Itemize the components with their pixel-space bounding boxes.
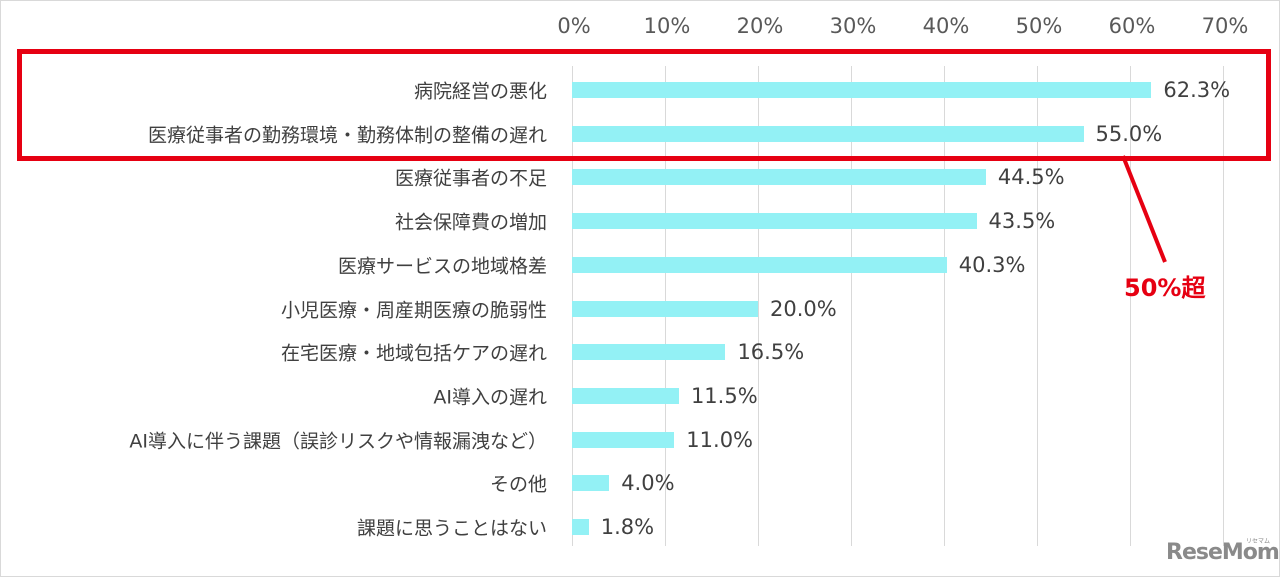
value-label: 55.0% — [1095, 121, 1163, 146]
category-label: 課題に思うことはない — [356, 517, 547, 540]
value-label: 11.5% — [690, 383, 758, 408]
x-tick-label: 0% — [557, 14, 591, 38]
category-label: 医療従事者の勤務環境・勤務体制の整備の遅れ — [147, 124, 547, 147]
x-tick-label: 10% — [643, 14, 691, 38]
x-tick-label: 50% — [1015, 14, 1063, 38]
x-tick-label: 70% — [1201, 14, 1249, 38]
resemom-logo: ReseMom — [1166, 540, 1280, 565]
category-label: 医療従事者の不足 — [394, 167, 547, 190]
x-tick-label: 40% — [922, 14, 970, 38]
value-label: 20.0% — [770, 296, 837, 321]
value-label: 11.0% — [686, 427, 754, 452]
category-label: 社会保障費の増加 — [394, 211, 547, 234]
value-label: 40.3% — [958, 252, 1026, 277]
gridline — [851, 66, 852, 546]
category-label: 病院経営の悪化 — [413, 80, 547, 103]
x-tick-label: 30% — [829, 14, 877, 38]
category-label: AI導入の遅れ — [433, 386, 547, 409]
category-label: 在宅医療・地域包括ケアの遅れ — [280, 342, 547, 365]
value-label: 62.3% — [1163, 78, 1231, 102]
bar — [572, 82, 1152, 98]
bar — [572, 125, 1084, 142]
value-label: 43.5% — [988, 209, 1056, 234]
gridline — [1037, 66, 1038, 546]
category-label: 医療サービスの地域格差 — [337, 255, 547, 278]
bar — [572, 256, 947, 273]
value-label: 44.5% — [997, 165, 1065, 190]
bar — [572, 344, 726, 361]
gridline — [1130, 66, 1131, 546]
bar — [572, 431, 675, 448]
bar — [572, 169, 986, 186]
value-label: 16.5% — [737, 340, 805, 365]
bar — [572, 475, 610, 492]
gridline — [944, 66, 945, 546]
bar — [572, 387, 679, 404]
bar — [572, 519, 589, 535]
bar — [572, 213, 977, 230]
gridline — [758, 66, 759, 546]
callout-label: 50%超 — [1124, 274, 1206, 302]
category-label: AI導入に伴う課題（誤診リスクや情報漏洩など） — [129, 430, 547, 453]
category-label: その他 — [489, 473, 547, 496]
gridline — [1223, 66, 1224, 546]
category-label: 小児医療・周産期医療の脆弱性 — [280, 299, 547, 321]
bar — [572, 300, 758, 317]
value-label: 1.8% — [600, 515, 655, 539]
value-label: 4.0% — [621, 471, 675, 496]
x-tick-label: 60% — [1108, 14, 1156, 38]
resemom-logo-sub: リセマム — [1246, 538, 1271, 545]
highlight-box — [17, 49, 1271, 161]
x-tick-label: 20% — [736, 14, 784, 38]
